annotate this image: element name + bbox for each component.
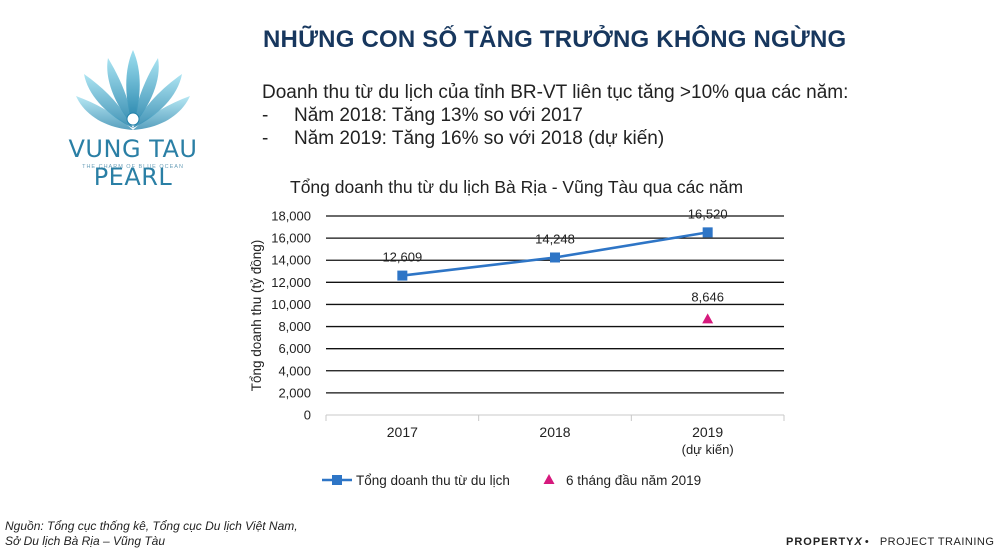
- y-tick-label: 2,000: [278, 385, 311, 400]
- x-tick-label: 2019: [692, 424, 723, 440]
- y-axis-label: Tổng doanh thu (tỷ đồng): [249, 240, 264, 392]
- y-tick-label: 12,000: [271, 275, 311, 290]
- bullet-text: Năm 2019: Tăng 16% so với 2018 (dự kiến): [294, 128, 665, 149]
- legend-marker: [543, 474, 555, 484]
- logo-wordmark: VUNG TAU PEARL: [68, 135, 198, 191]
- source-line: Nguồn: Tổng cục thống kê, Tổng cục Du lị…: [5, 519, 298, 533]
- bullet-text: Năm 2018: Tăng 13% so với 2017: [294, 105, 583, 126]
- data-point: [550, 252, 560, 263]
- legend-label: 6 tháng đầu năm 2019: [566, 473, 701, 488]
- source-note: Nguồn: Tổng cục thống kê, Tổng cục Du lị…: [5, 519, 298, 549]
- intro-text: Doanh thu từ du lịch của tỉnh BR-VT liên…: [262, 81, 848, 150]
- footer-separator: •: [864, 536, 869, 548]
- legend-label: Tổng doanh thu từ du lịch: [356, 473, 510, 488]
- logo-tagline: THE CHARM OF BLUE OCEAN: [82, 164, 184, 170]
- y-tick-label: 4,000: [278, 363, 311, 378]
- y-tick-label: 16,000: [271, 231, 311, 246]
- y-tick-label: 18,000: [271, 209, 311, 224]
- data-label: 14,248: [535, 231, 575, 246]
- intro-lead: Doanh thu từ du lịch của tỉnh BR-VT liên…: [262, 82, 849, 103]
- bullet-marker: -: [262, 128, 269, 149]
- bullet-marker: -: [262, 105, 269, 126]
- source-line: Sở Du lịch Bà Rịa – Vũng Tàu: [5, 534, 166, 548]
- chart-title: Tổng doanh thu từ du lịch Bà Rịa - Vũng …: [290, 177, 744, 197]
- intro-bullet: - Năm 2019: Tăng 16% so với 2018 (dự kiến…: [262, 127, 848, 150]
- footer: PROPERTYX • PROJECT TRAINING: [786, 536, 994, 548]
- x-tick-sublabel: (dự kiến): [682, 442, 734, 457]
- intro-bullet: - Năm 2018: Tăng 13% so với 2017: [262, 104, 848, 127]
- y-tick-label: 8,000: [278, 319, 311, 334]
- data-label: 16,520: [688, 206, 728, 221]
- logo: VUNG TAU PEARL THE CHARM OF BLUE OCEAN: [28, 48, 238, 191]
- x-tick-label: 2017: [387, 424, 418, 440]
- y-tick-label: 10,000: [271, 297, 311, 312]
- data-point: [702, 313, 714, 324]
- legend-marker: [332, 475, 342, 485]
- y-tick-label: 6,000: [278, 341, 311, 356]
- page-title: NHỮNG CON SỐ TĂNG TRƯỞNG KHÔNG NGỪNG: [263, 26, 847, 53]
- footer-brand-mark: X: [854, 536, 862, 548]
- data-point: [397, 270, 408, 281]
- data-label: 8,646: [691, 289, 724, 304]
- data-point: [702, 227, 713, 238]
- data-label: 12,609: [382, 250, 422, 265]
- y-tick-label: 14,000: [271, 253, 311, 268]
- footer-brand: PROPERTY: [786, 536, 855, 548]
- x-tick-label: 2018: [539, 424, 570, 440]
- footer-label: PROJECT TRAINING: [879, 536, 995, 548]
- y-tick-label: 0: [304, 408, 311, 423]
- lotus-icon: [76, 50, 190, 130]
